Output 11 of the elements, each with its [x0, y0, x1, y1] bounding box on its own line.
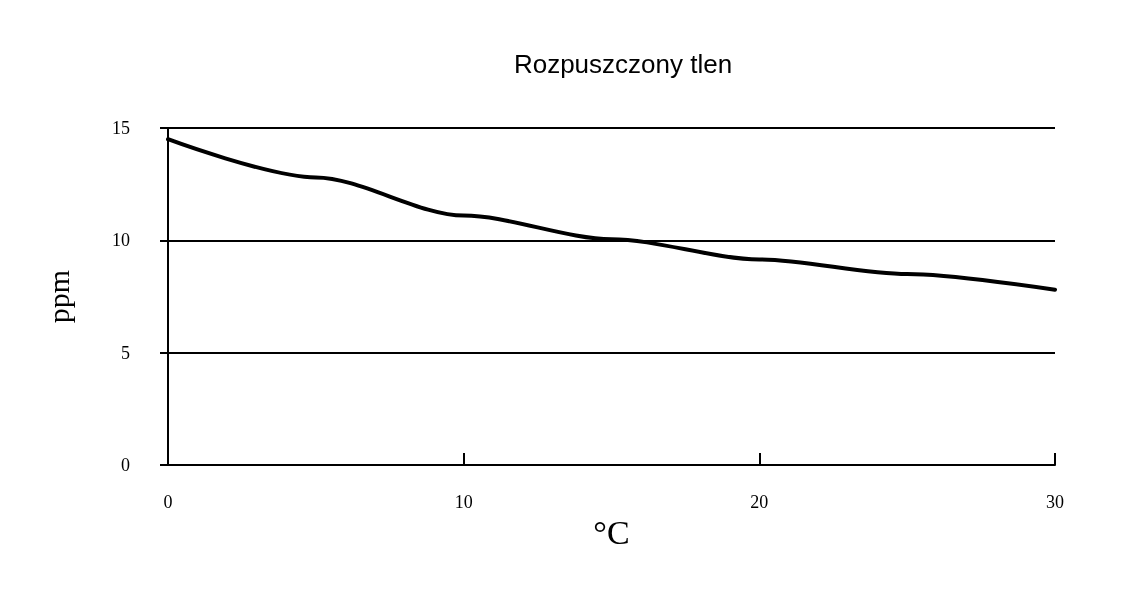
x-tick-label: 10 — [454, 492, 473, 512]
x-tick-label: 20 — [750, 492, 769, 512]
y-tick-label: 0 — [121, 455, 130, 475]
x-tick-label: 30 — [1046, 492, 1064, 512]
y-tick-label: 10 — [112, 230, 130, 251]
chart-title: Rozpuszczony tlen — [513, 49, 733, 79]
x-tick-label: 0 — [163, 492, 173, 512]
x-axis-title: °C — [593, 514, 630, 552]
y-tick-label: 15 — [112, 118, 130, 138]
y-axis-title: ppm — [41, 269, 75, 324]
y-tick-label: 5 — [121, 342, 130, 363]
